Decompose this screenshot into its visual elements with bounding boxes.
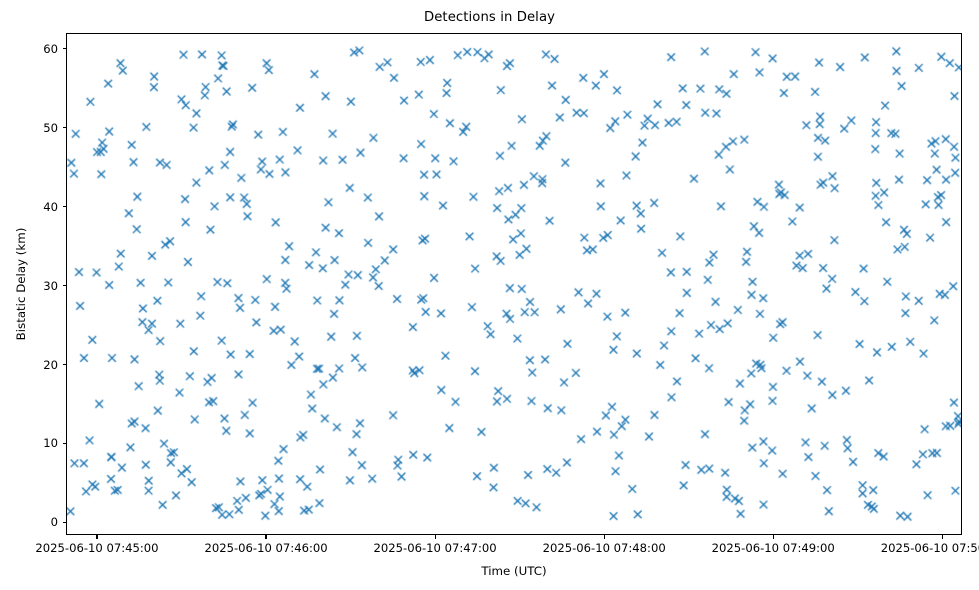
y-axis-label: Bistatic Delay (km) [14, 227, 28, 341]
x-axis-label: Time (UTC) [481, 564, 547, 578]
x-tick-mark [434, 535, 436, 539]
x-tick-label: 2025-06-10 07:47:00 [373, 541, 497, 555]
y-tick-label: 40 [43, 199, 58, 214]
y-tick-label: 30 [43, 278, 58, 293]
y-tick-label: 20 [43, 357, 58, 372]
x-tick-mark [603, 535, 605, 539]
y-tick-mark [62, 127, 66, 129]
scatter-canvas [67, 34, 961, 534]
y-tick-mark [62, 363, 66, 366]
y-tick-mark [62, 442, 66, 445]
x-tick-mark [941, 535, 943, 539]
page-title: Detections in Delay [423, 10, 556, 25]
y-tick-mark [62, 206, 66, 208]
x-tick-label: 2025-06-10 07:50:00 [880, 541, 979, 555]
y-tick-label: 60 [43, 41, 58, 56]
x-tick-label: 2025-06-10 07:46:00 [204, 541, 328, 555]
y-tick-label: 0 [50, 515, 58, 530]
y-tick-label: 50 [43, 120, 58, 135]
y-tick-mark [62, 521, 66, 523]
x-tick-mark [772, 535, 774, 539]
x-tick-mark [96, 535, 98, 539]
x-tick-mark [265, 535, 267, 539]
plot-area [66, 33, 962, 535]
y-tick-mark [62, 48, 66, 50]
y-tick-mark [62, 284, 66, 287]
x-tick-label: 2025-06-10 07:48:00 [542, 541, 666, 555]
x-tick-label: 2025-06-10 07:49:00 [711, 541, 835, 555]
y-tick-label: 10 [43, 436, 58, 451]
x-tick-label: 2025-06-10 07:45:00 [35, 541, 159, 555]
